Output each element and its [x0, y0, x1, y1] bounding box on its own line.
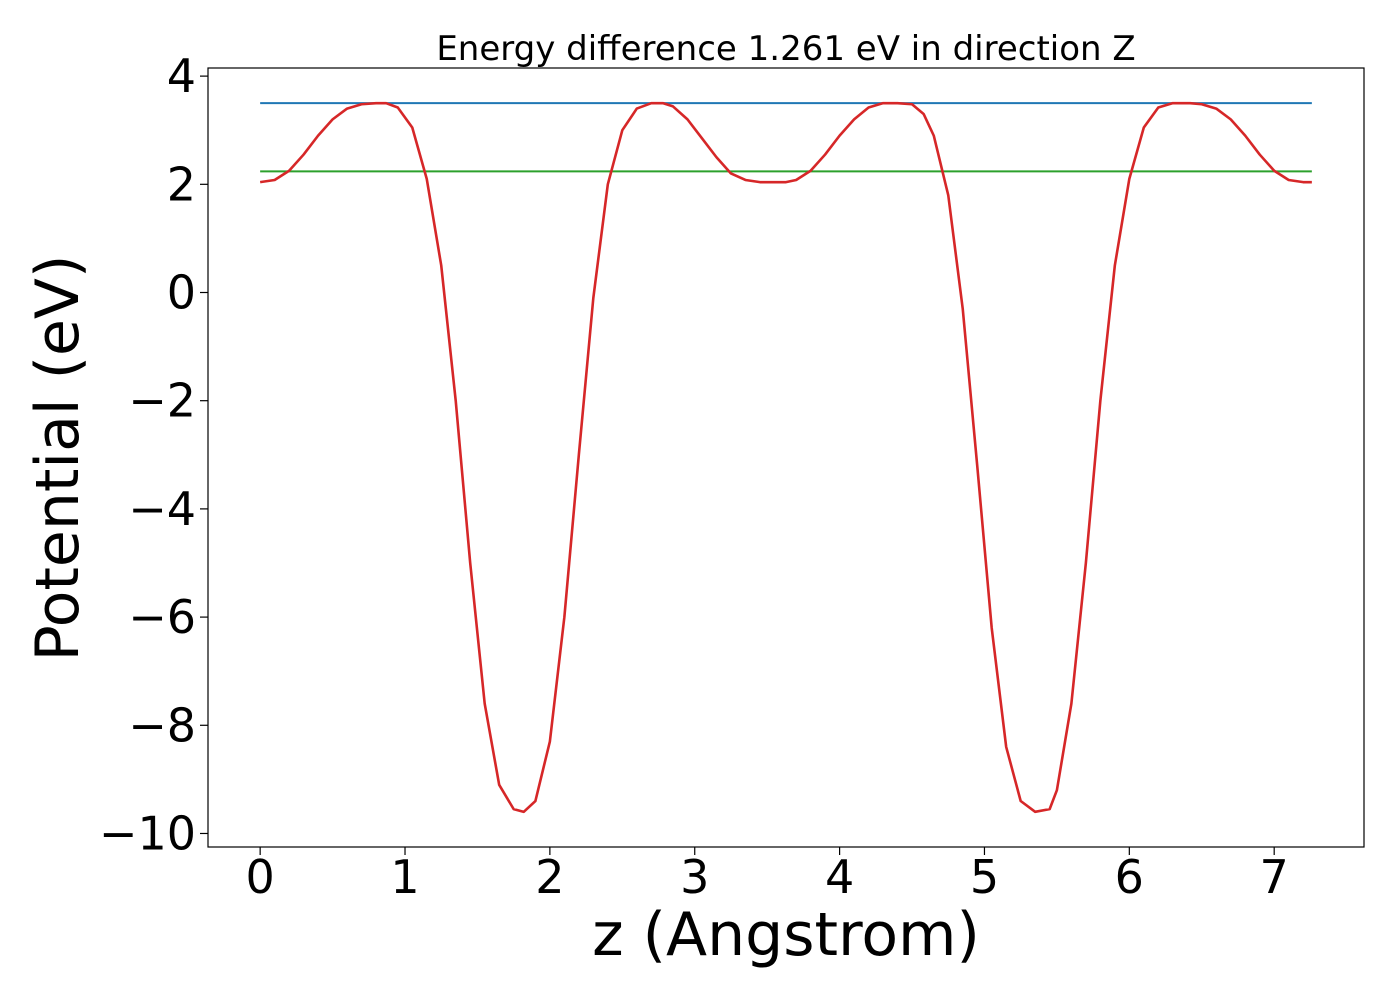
y-tick-label: 2 — [167, 157, 196, 211]
y-axis-label: Potential (eV) — [23, 255, 93, 662]
x-tick-label: 1 — [390, 850, 419, 904]
y-tick-label: −8 — [128, 698, 196, 752]
x-tick-label: 3 — [680, 850, 709, 904]
x-axis-label: z (Angstrom) — [592, 900, 980, 970]
x-tick-label: 6 — [1115, 850, 1144, 904]
x-tick-label: 2 — [535, 850, 564, 904]
y-tick-label: −2 — [128, 374, 196, 428]
x-tick-label: 7 — [1260, 850, 1289, 904]
y-tick-label: −10 — [99, 806, 196, 860]
chart-title: Energy difference 1.261 eV in direction … — [436, 29, 1135, 69]
tick-layer: 0 1 2 3 4 5 6 7 −10 −8 −6 −4 −2 0 2 4 — [99, 49, 1289, 904]
x-tick-label: 0 — [246, 850, 275, 904]
y-tick-label: 4 — [167, 49, 196, 103]
x-tick-label: 4 — [825, 850, 854, 904]
y-tick-label: −6 — [128, 590, 196, 644]
y-tick-label: −4 — [128, 482, 196, 536]
x-tick-label: 5 — [970, 850, 999, 904]
series-layer — [259, 101, 1312, 814]
plot-frame — [207, 67, 1365, 848]
series-line-3 — [259, 101, 1312, 814]
y-tick-label: 0 — [167, 266, 196, 320]
